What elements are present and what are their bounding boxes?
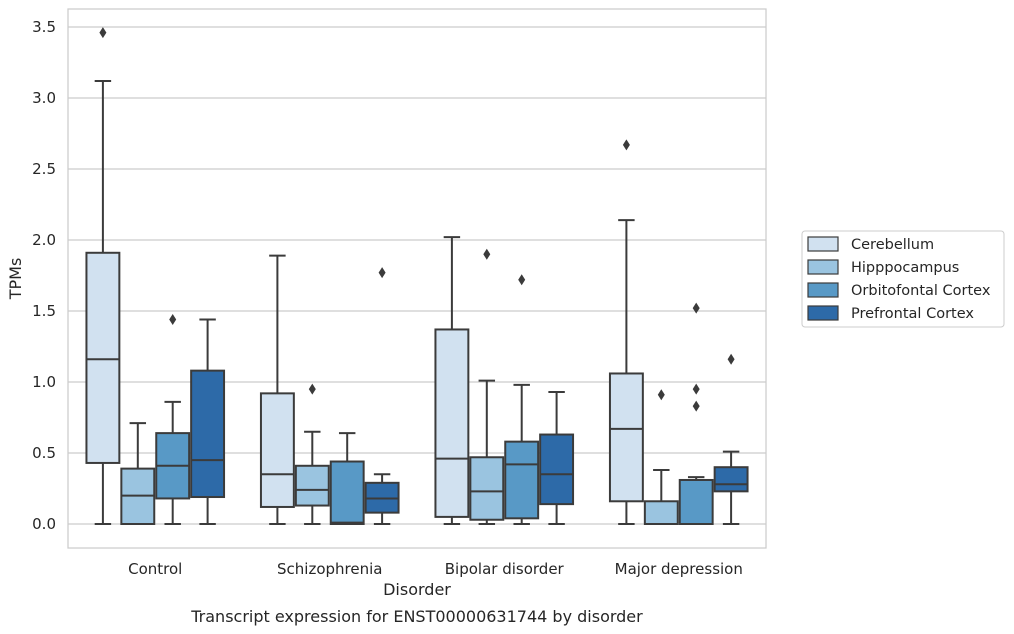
x-tick-label: Bipolar disorder [445, 560, 565, 578]
box [190, 369, 226, 499]
x-tick-label: Schizophrenia [277, 560, 382, 578]
y-tick-label: 1.5 [32, 302, 56, 320]
x-tick-label: Major depression [615, 560, 743, 578]
box [504, 440, 540, 520]
legend-swatch [807, 259, 839, 275]
legend-label: Hipppocampus [851, 260, 959, 276]
outlier-point [692, 400, 700, 412]
series-orbitofontal-cortex [155, 274, 714, 526]
legend-label: Prefrontal Cortex [851, 306, 974, 322]
box [608, 372, 644, 503]
plot-area-frame [67, 8, 767, 549]
box [434, 328, 470, 518]
legend-label: Orbitofontal Cortex [851, 283, 991, 299]
x-axis-label: Disorder [383, 580, 451, 599]
y-tick-label: 2.5 [32, 160, 56, 178]
y-tick-label: 3.0 [32, 89, 56, 107]
outlier-point [622, 139, 630, 151]
y-tick-label: 0.5 [32, 444, 56, 462]
y-axis-ticks: 0.0 0.5 1.0 1.5 2.0 2.5 3.0 3.5 [32, 18, 56, 533]
box [85, 251, 121, 464]
outlier-point [692, 383, 700, 395]
y-tick-label: 0.0 [32, 515, 56, 533]
box [469, 456, 505, 521]
box-series [85, 27, 749, 526]
box [539, 433, 575, 506]
outlier-point [657, 389, 665, 401]
outlier-point [727, 353, 735, 365]
box [643, 500, 679, 525]
y-tick-label: 2.0 [32, 231, 56, 249]
legend-swatch [807, 305, 839, 321]
box [678, 478, 714, 526]
series-prefrontal-cortex [190, 267, 749, 525]
outlier-point [378, 267, 386, 279]
legend-swatch [807, 236, 839, 252]
legend-swatch [807, 282, 839, 298]
outlier-point [308, 383, 316, 395]
series-cerebellum [85, 27, 644, 525]
box [259, 392, 295, 508]
y-axis-label: TPMs [6, 258, 25, 301]
chart-title: Transcript expression for ENST0000063174… [190, 607, 643, 626]
legend: Cerebellum Hipppocampus Orbitofontal Corte… [801, 230, 1005, 328]
outlier-point [518, 274, 526, 286]
legend-label: Cerebellum [851, 237, 934, 253]
outlier-point [169, 314, 177, 326]
box [329, 460, 365, 525]
box [713, 466, 749, 493]
legend-frame [801, 230, 1005, 328]
outlier-point [692, 302, 700, 314]
y-tick-label: 1.0 [32, 373, 56, 391]
outlier-point [99, 27, 107, 39]
y-tick-label: 3.5 [32, 18, 56, 36]
box [294, 464, 330, 507]
series-hipppocampus [120, 248, 679, 525]
x-tick-label: Control [128, 560, 182, 578]
x-axis-ticks: Control Schizophrenia Bipolar disorder Majo… [128, 560, 743, 578]
outlier-point [483, 248, 491, 260]
